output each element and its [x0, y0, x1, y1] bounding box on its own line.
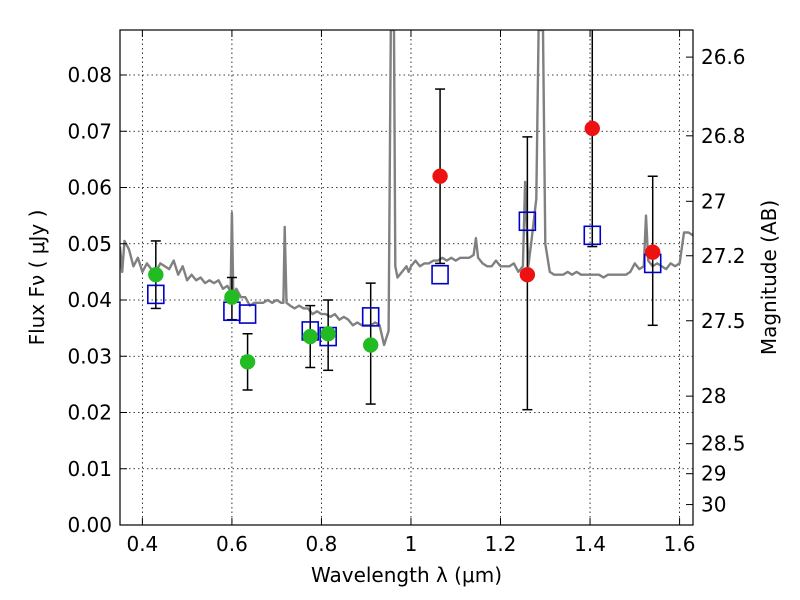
model-photometry-square [583, 225, 602, 246]
model-spectrum-line [120, 30, 693, 347]
x-tick-label: 0.8 [306, 532, 338, 556]
x-tick-label: 1 [405, 532, 418, 556]
x-tick-label: 1.4 [574, 532, 606, 556]
mag-tick-label: 26.8 [701, 124, 746, 148]
mag-tick-label: 28 [701, 384, 726, 408]
detection-point [224, 289, 240, 305]
y-tick-label: 0.06 [67, 176, 112, 200]
x-tick-label: 1.6 [664, 532, 696, 556]
model-photometry-square [361, 307, 380, 327]
x-tick-label: 0.4 [126, 532, 158, 556]
model-photometry-square [238, 304, 257, 324]
detection-point [362, 337, 379, 353]
y-tick-label: 0.04 [67, 288, 112, 312]
grid [120, 30, 693, 526]
mag-tick-label: 27.5 [701, 309, 746, 333]
plot-area [120, 30, 693, 411]
y-tick-label: 0.02 [67, 401, 112, 425]
y2-axis-label: Magnitude (AB) [757, 200, 781, 355]
model-photometry-square [518, 211, 537, 232]
detection-point [302, 328, 319, 345]
error-bar [587, 30, 598, 248]
y-tick-label: 0.08 [67, 63, 112, 87]
mag-tick-label: 30 [701, 493, 726, 517]
plot-frame [119, 29, 694, 526]
y-tick-label: 0.03 [67, 344, 112, 368]
y-axis-label: Flux Fν ( μJy ) [25, 210, 49, 346]
x-axis-label: Wavelength λ (μm) [311, 563, 502, 587]
mag-tick-label: 26.6 [701, 45, 746, 69]
detection-point [320, 326, 336, 342]
mag-tick-label: 28.5 [701, 432, 746, 456]
detection-point [239, 354, 256, 370]
y-tick-label: 0.05 [67, 232, 112, 256]
mag-tick-label: 27.2 [701, 244, 746, 268]
model-photometry-square [431, 264, 449, 285]
x-tick-label: 1.2 [485, 532, 517, 556]
near-ir-point [519, 266, 536, 283]
near-ir-point [644, 244, 661, 260]
y-tick-label: 0.01 [67, 457, 112, 481]
near-ir-point [432, 168, 448, 184]
mag-tick-label: 29 [701, 462, 726, 486]
x-tick-label: 0.6 [216, 532, 248, 556]
y-tick-label: 0.07 [67, 119, 112, 143]
near-ir-point [584, 120, 601, 137]
y-tick-label: 0.00 [67, 513, 112, 537]
detection-point [148, 266, 164, 283]
model-photometry-square [147, 284, 165, 305]
mag-tick-label: 27 [701, 189, 726, 213]
